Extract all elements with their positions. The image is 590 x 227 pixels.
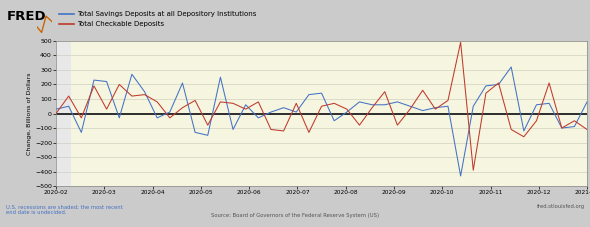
Y-axis label: Change, Billions of Dollars: Change, Billions of Dollars bbox=[27, 72, 32, 155]
Text: fred.stlouisfed.org: fred.stlouisfed.org bbox=[537, 204, 585, 209]
Text: U.S. recessions are shaded; the most recent
end date is undecided.: U.S. recessions are shaded; the most rec… bbox=[6, 204, 123, 215]
Text: Total Checkable Deposits: Total Checkable Deposits bbox=[77, 21, 164, 27]
Text: Source: Board of Governors of the Federal Reserve System (US): Source: Board of Governors of the Federa… bbox=[211, 213, 379, 218]
Text: Total Savings Deposits at all Depository Institutions: Total Savings Deposits at all Depository… bbox=[77, 11, 256, 17]
Bar bbox=[56, 41, 71, 186]
Text: FRED: FRED bbox=[7, 10, 47, 23]
